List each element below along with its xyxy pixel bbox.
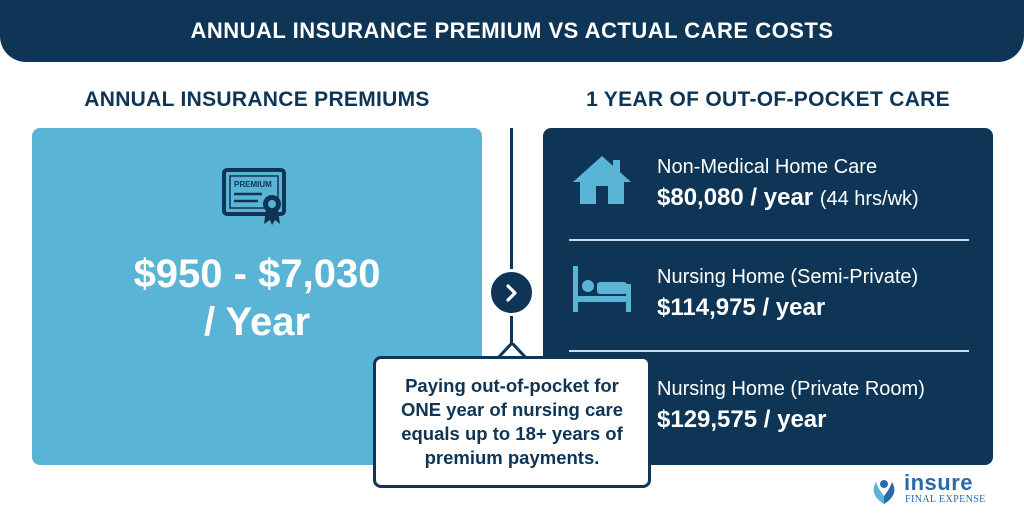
- logo-mark-icon: [873, 480, 895, 504]
- bed-icon: [573, 266, 631, 312]
- next-arrow-button[interactable]: [488, 269, 535, 316]
- page-title: ANNUAL INSURANCE PREMIUM VS ACTUAL CARE …: [190, 18, 834, 43]
- care-cost-value: $114,975 / year: [657, 294, 826, 321]
- callout-line: ONE year of nursing care: [400, 399, 624, 420]
- care-cost: $80,080 / year (44 hrs/wk): [657, 184, 919, 212]
- care-cost-value: $129,575 / year: [657, 406, 827, 433]
- callout-box: Paying out-of-pocket for ONE year of nur…: [373, 356, 651, 488]
- row-divider: [569, 239, 969, 241]
- header-banner: ANNUAL INSURANCE PREMIUM VS ACTUAL CARE …: [0, 0, 1024, 62]
- callout-line: equals up to 18+ years of: [401, 423, 623, 444]
- care-cost: $114,975 / year: [657, 294, 825, 322]
- care-label: Non-Medical Home Care: [657, 156, 878, 178]
- care-item-semi-private: Nursing Home (Semi-Private) $114,975 / y…: [543, 252, 993, 352]
- premiums-heading: ANNUAL INSURANCE PREMIUMS: [84, 88, 430, 111]
- care-cost: $129,575 / year: [657, 406, 827, 434]
- care-label: Nursing Home (Semi-Private): [657, 266, 919, 288]
- callout-line: Paying out-of-pocket for: [405, 375, 619, 396]
- premium-certificate-icon: PREMIUM: [222, 168, 286, 225]
- care-cost-note: (44 hrs/wk): [819, 188, 919, 210]
- center-divider: [510, 128, 513, 360]
- premium-unit: / Year: [203, 300, 311, 344]
- premiums-panel: PREMIUM $950 - $7,030 / Year: [32, 128, 482, 465]
- care-item-private-room: Nursing Home (Private Room) $129,575 / y…: [543, 364, 993, 464]
- brand-logo: insure FINAL EXPENSE: [868, 470, 998, 510]
- care-item-home-care: Non-Medical Home Care $80,080 / year (44…: [543, 140, 993, 240]
- logo-tagline: FINAL EXPENSE: [905, 494, 986, 505]
- premium-amount: $950 - $7,030 / Year: [32, 250, 482, 346]
- callout-line: premium payments.: [424, 447, 600, 468]
- premium-icon-label: PREMIUM: [234, 180, 272, 189]
- care-cost-value: $80,080 / year: [657, 184, 814, 211]
- row-divider: [569, 350, 969, 352]
- logo-name: insure: [904, 470, 974, 495]
- house-icon: [573, 156, 631, 204]
- callout-pointer: [497, 343, 527, 359]
- care-label: Nursing Home (Private Room): [657, 378, 925, 400]
- premium-range: $950 - $7,030: [133, 252, 381, 296]
- care-heading: 1 YEAR OF OUT-OF-POCKET CARE: [586, 88, 950, 111]
- callout-text: Paying out-of-pocket for ONE year of nur…: [401, 374, 623, 470]
- chevron-right-icon: [505, 283, 517, 302]
